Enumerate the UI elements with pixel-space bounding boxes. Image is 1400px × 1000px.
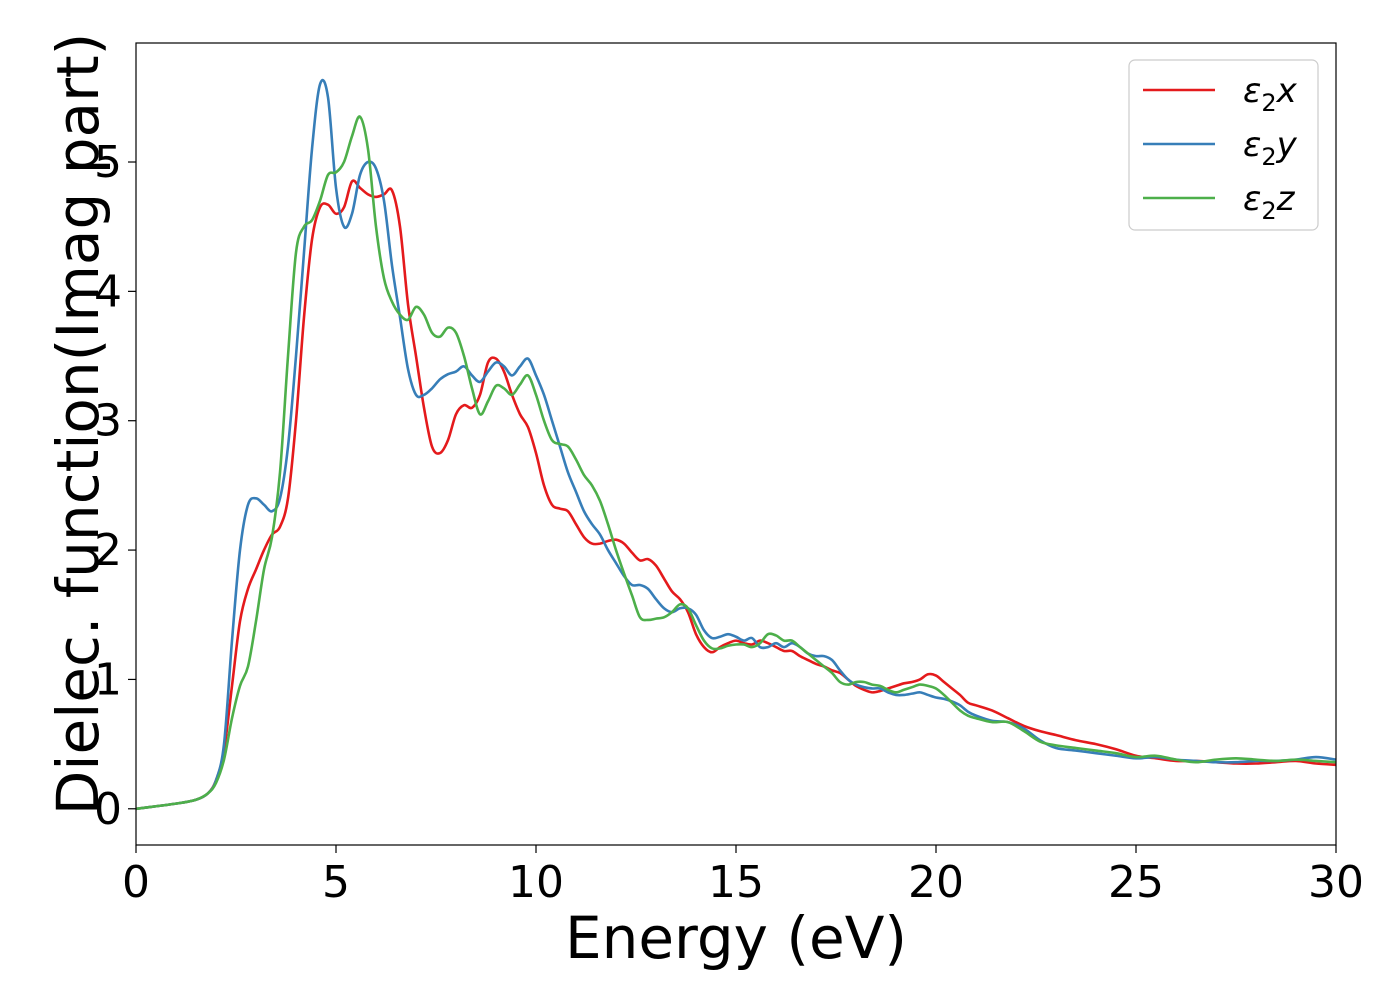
x-axis-label: Energy (eV) xyxy=(565,904,907,972)
y-tick-label: 5 xyxy=(94,137,122,188)
series-line-y xyxy=(136,78,1336,811)
series-line-x xyxy=(136,179,1336,811)
x-axis: 0 5 10 15 20 25 30 xyxy=(122,845,1364,908)
legend-box xyxy=(1128,59,1319,231)
legend-label-y: ε2y xyxy=(1243,125,1298,171)
legend-label-x: ε2x xyxy=(1243,71,1298,117)
y-tick-label: 0 xyxy=(94,784,122,835)
y-tick-label: 4 xyxy=(94,266,122,317)
x-tick-label: 25 xyxy=(1108,857,1164,908)
x-tick-label: 15 xyxy=(708,857,764,908)
series-layer xyxy=(136,78,1336,811)
y-axis-label: Dielec. function(Imag part) xyxy=(44,33,112,816)
x-tick-label: 5 xyxy=(322,857,350,908)
series-line-z xyxy=(136,115,1336,811)
x-tick-label: 10 xyxy=(508,857,564,908)
y-tick-label: 2 xyxy=(94,525,122,576)
y-tick-label: 1 xyxy=(94,654,122,705)
x-tick-label: 30 xyxy=(1308,857,1364,908)
y-tick-label: 3 xyxy=(94,396,122,447)
legend: ε2x ε2y ε2z xyxy=(1128,59,1319,231)
x-tick-label: 0 xyxy=(122,857,150,908)
legend-label-z: ε2z xyxy=(1243,179,1296,225)
y-axis: 0 1 2 3 4 5 xyxy=(94,137,136,835)
plot-area xyxy=(135,42,1337,846)
x-tick-label: 20 xyxy=(908,857,964,908)
